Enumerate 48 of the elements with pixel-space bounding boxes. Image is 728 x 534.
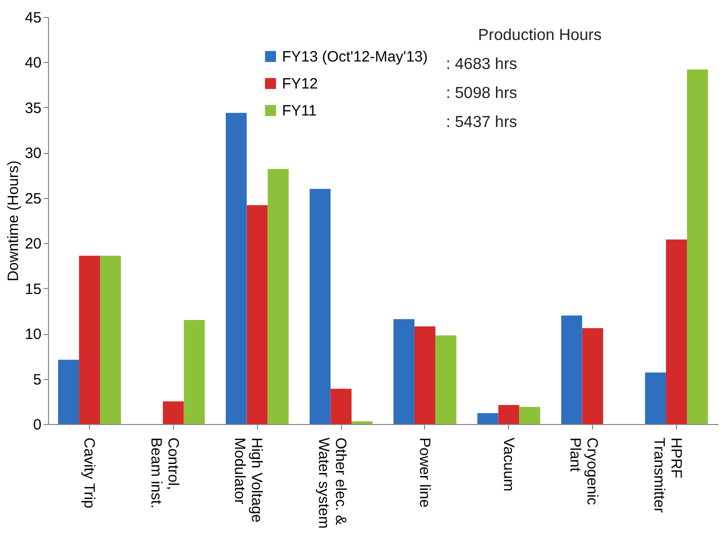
x-tick-label: Power line (416, 438, 433, 508)
x-tick-label: HPRF Transmitter (650, 438, 684, 513)
bar (330, 388, 352, 424)
bar (100, 256, 121, 424)
bar (184, 320, 205, 424)
y-tick-label: 10 (24, 326, 42, 344)
bar (268, 168, 289, 424)
legend-label: FY13 (Oct'12-May'13) (282, 48, 428, 66)
y-tick-label: 15 (24, 280, 42, 298)
y-tick-label: 35 (24, 100, 42, 117)
y-tick-label: 25 (24, 190, 42, 208)
bar (162, 401, 184, 424)
y-tick-label: 45 (24, 10, 42, 26)
y-tick-label: 20 (24, 236, 42, 253)
annotation: : 5437 hrs (446, 114, 518, 131)
x-tick-label: High Voltage Modulator (231, 438, 266, 523)
bar (582, 328, 604, 424)
bar (246, 205, 268, 424)
y-tick-label: 0 (33, 416, 42, 434)
bar (645, 372, 666, 424)
bar (226, 112, 247, 424)
y-axis-title: Downtime (Hours) (4, 160, 22, 282)
x-tick-label: Cavity Trip (80, 438, 98, 508)
legend-label: FY11 (282, 102, 317, 120)
x-tick-label: Control, Beam inst. (147, 438, 182, 508)
x-tick-label: Other elec. & Water system (315, 438, 350, 529)
bar (393, 319, 414, 424)
bar (414, 326, 436, 424)
bar (477, 413, 498, 424)
legend-label: FY12 (282, 76, 318, 92)
y-tick-label: 5 (33, 371, 42, 388)
bar (79, 256, 100, 424)
bar (352, 421, 373, 424)
bar (498, 405, 520, 424)
y-tick-label: 30 (24, 145, 42, 162)
x-tick-label: Cryogenic Plant (566, 438, 601, 506)
annotation: Production Hours (478, 27, 602, 44)
bar (310, 188, 331, 424)
annotation: : 5098 hrs (446, 85, 518, 102)
y-tick-label: 40 (24, 54, 42, 72)
bar (58, 360, 80, 424)
bar (666, 239, 687, 424)
bar (519, 406, 540, 424)
bar (686, 69, 708, 424)
x-tick-label: Vacuum (500, 438, 517, 492)
bar (435, 335, 456, 424)
bar (561, 315, 582, 424)
annotation: : 4683 hrs (446, 56, 518, 73)
